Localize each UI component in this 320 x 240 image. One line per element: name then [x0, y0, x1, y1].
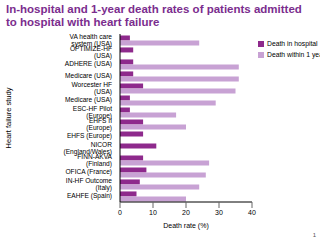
svg-text:Worcester HF(USA): Worcester HF(USA)	[71, 81, 112, 96]
html-text:system (USA): system (USA)	[71, 39, 112, 47]
svg-text:30: 30	[215, 209, 223, 216]
html-text:NICOR: NICOR	[90, 141, 112, 148]
svg-text:EHFS (Europe): EHFS (Europe)	[67, 132, 112, 140]
svg-text:EAHFE (Spain): EAHFE (Spain)	[67, 192, 112, 200]
svg-text:IN-HF Outcome(Italy): IN-HF Outcome(Italy)	[66, 177, 112, 192]
svg-text:ADHERE (USA): ADHERE (USA)	[65, 60, 112, 68]
html-text:VA health care: VA health care	[69, 33, 112, 40]
svg-text:20: 20	[182, 209, 190, 216]
svg-text:Medicare (USA): Medicare (USA)	[65, 72, 112, 80]
svg-text:40: 40	[248, 209, 256, 216]
svg-text:10: 10	[149, 209, 157, 216]
html-text:Death in hospital: Death in hospital	[267, 40, 318, 47]
svg-text:FINN-AKVA(Finland): FINN-AKVA(Finland)	[77, 153, 112, 168]
svg-text:EHFS II(Europe): EHFS II(Europe)	[86, 117, 112, 132]
svg-text:OPTIMIZE-HF(USA): OPTIMIZE-HF(USA)	[70, 45, 112, 60]
html-text:(Europe): (Europe)	[86, 111, 112, 119]
svg-text:0: 0	[118, 209, 122, 216]
html-text:ESC-HF Pilot: ESC-HF Pilot	[72, 105, 112, 112]
html-text:In-hospital and 1-year death r: In-hospital and 1-year death rates of pa…	[6, 3, 302, 28]
svg-text:Heart failure study: Heart failure study	[8, 87, 13, 148]
html-text:1: 1	[312, 232, 316, 238]
svg-text:Medicare (USA): Medicare (USA)	[65, 96, 112, 104]
svg-text:OFICA (France): OFICA (France)	[65, 168, 112, 176]
html-text:(England/Wales): (England/Wales)	[63, 147, 112, 155]
svg-text:Death rate (%): Death rate (%)	[163, 222, 209, 230]
